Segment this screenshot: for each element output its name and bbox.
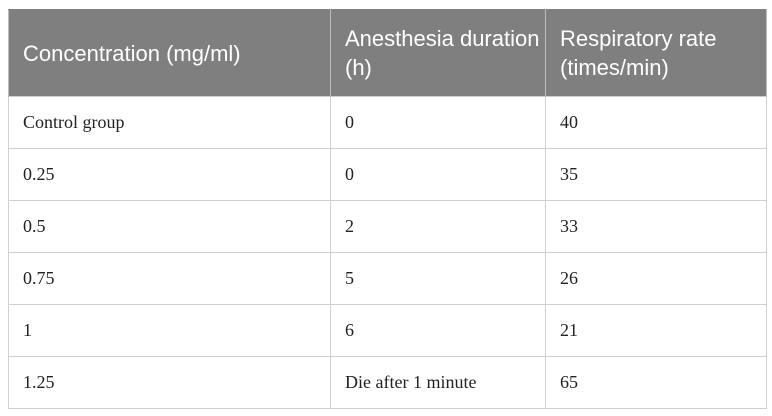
cell-respiratory-rate: 40: [545, 96, 767, 149]
table-body: Control group 0 40 0.25 0 35 0.5 2 33 0.…: [8, 96, 767, 409]
header-concentration: Concentration (mg/ml): [8, 9, 331, 97]
cell-respiratory-rate: 35: [545, 148, 767, 201]
cell-anesthesia-duration: 6: [330, 304, 546, 357]
table-row: 0.5 2 33: [8, 200, 767, 253]
cell-concentration: 1: [8, 304, 331, 357]
cell-concentration: Control group: [8, 96, 331, 149]
table-row: Control group 0 40: [8, 96, 767, 149]
table-row: 0.25 0 35: [8, 148, 767, 201]
header-respiratory-rate: Respiratory rate (times/min): [545, 9, 767, 97]
table-row: 1.25 Die after 1 minute 65: [8, 356, 767, 409]
cell-anesthesia-duration: Die after 1 minute: [330, 356, 546, 409]
table-header: Concentration (mg/ml) Anesthesia duratio…: [8, 9, 767, 97]
cell-concentration: 0.5: [8, 200, 331, 253]
data-table: Concentration (mg/ml) Anesthesia duratio…: [8, 9, 767, 409]
cell-concentration: 0.25: [8, 148, 331, 201]
cell-anesthesia-duration: 2: [330, 200, 546, 253]
cell-anesthesia-duration: 5: [330, 252, 546, 305]
header-row: Concentration (mg/ml) Anesthesia duratio…: [8, 9, 767, 97]
cell-concentration: 0.75: [8, 252, 331, 305]
cell-respiratory-rate: 33: [545, 200, 767, 253]
header-anesthesia-duration: Anesthesia duration (h): [330, 9, 546, 97]
data-table-container: Concentration (mg/ml) Anesthesia duratio…: [8, 9, 767, 409]
cell-anesthesia-duration: 0: [330, 96, 546, 149]
cell-respiratory-rate: 65: [545, 356, 767, 409]
table-row: 0.75 5 26: [8, 252, 767, 305]
cell-anesthesia-duration: 0: [330, 148, 546, 201]
table-row: 1 6 21: [8, 304, 767, 357]
cell-respiratory-rate: 26: [545, 252, 767, 305]
cell-respiratory-rate: 21: [545, 304, 767, 357]
cell-concentration: 1.25: [8, 356, 331, 409]
